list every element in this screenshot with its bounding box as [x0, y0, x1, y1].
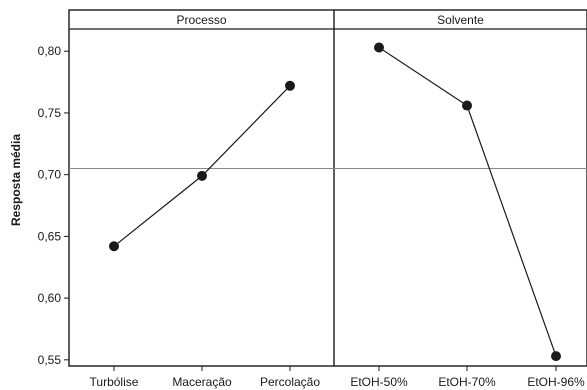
data-point	[374, 42, 384, 53]
x-tick-label: EtOH-96%	[527, 375, 585, 389]
data-point	[285, 80, 295, 91]
panel-2: Solvente EtOH-50% EtOH-70% EtOH-96%	[350, 13, 585, 389]
panels: Processo Turbólise Maceração Percolação Solv…	[90, 13, 585, 389]
plot-frame	[68, 9, 587, 367]
data-point	[109, 241, 119, 252]
y-tick-label: 0,70	[38, 168, 62, 182]
data-point	[551, 351, 561, 362]
data-point	[462, 100, 472, 111]
y-tick-label: 0,55	[38, 353, 62, 367]
series-line	[113, 85, 291, 247]
panel-title: Processo	[176, 13, 226, 27]
y-tick-label: 0,80	[38, 44, 62, 58]
x-tick-label: Maceração	[172, 375, 232, 389]
data-point	[197, 170, 207, 181]
y-axis-ticks: 0,55 0,60 0,65 0,70 0,75 0,80	[38, 44, 69, 367]
y-tick-label: 0,65	[38, 229, 62, 243]
y-tick-label: 0,60	[38, 291, 62, 305]
y-tick-label: 0,75	[38, 106, 62, 120]
x-tick-label: EtOH-70%	[438, 375, 496, 389]
panel-1: Processo Turbólise Maceração Percolação	[90, 13, 321, 389]
x-tick-label: Percolação	[260, 375, 320, 389]
plot-border	[68, 9, 587, 367]
x-tick-label: EtOH-50%	[350, 375, 408, 389]
series-line	[378, 46, 557, 357]
panel-title: Solvente	[437, 13, 484, 27]
x-tick-label: Turbólise	[90, 375, 139, 389]
y-axis-label: Resposta média	[9, 134, 23, 226]
